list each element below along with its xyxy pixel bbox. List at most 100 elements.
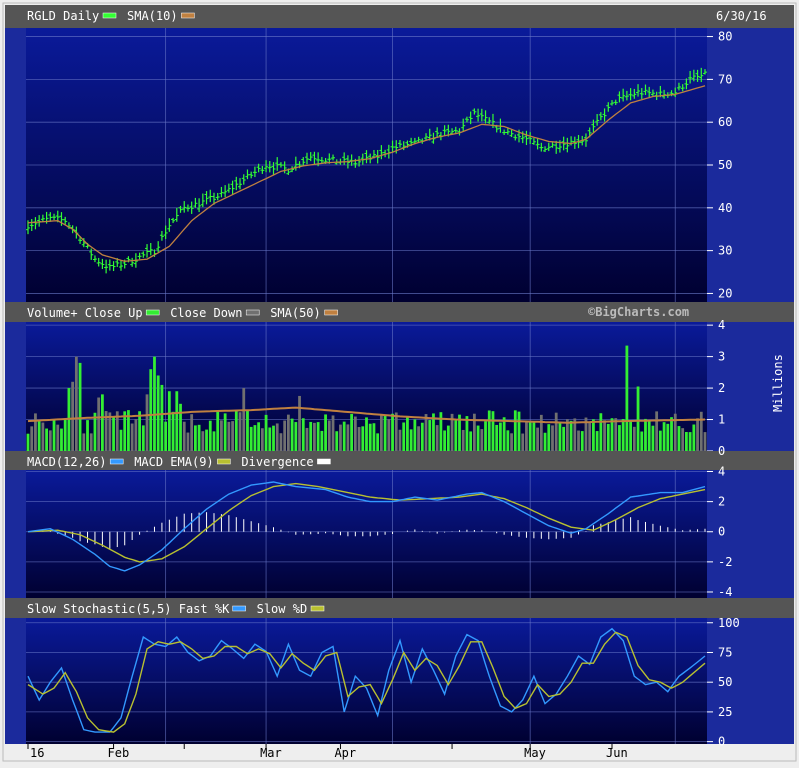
volume-bar-down (30, 426, 34, 451)
volume-bar-down (536, 427, 540, 451)
volume-bar-down (82, 433, 86, 451)
volume-bar-up (502, 417, 506, 451)
legend-swatch (109, 458, 124, 465)
volume-bar-up (257, 422, 261, 451)
volume-bar-up (439, 412, 443, 451)
volume-bar-down (655, 411, 659, 451)
legend-swatch (310, 605, 325, 612)
y-tick-label: 70 (718, 72, 732, 86)
volume-bar-up (458, 414, 461, 451)
plot-area-stoch (26, 618, 707, 744)
y-tick-label: 80 (718, 30, 732, 44)
y-tick-label: 50 (718, 675, 732, 689)
volume-bar-up (670, 417, 673, 451)
volume-bar-up (63, 419, 67, 451)
volume-bar-up (78, 362, 82, 451)
volume-bar-down (696, 418, 699, 451)
volume-bar-down (681, 428, 685, 451)
volume-bar-down (104, 411, 108, 451)
volume-bar-down (298, 395, 301, 451)
volume-bar-up (428, 420, 432, 451)
legend-label: MACD(12,26) (27, 455, 106, 469)
volume-bar-up (361, 426, 365, 451)
volume-bar-down (424, 414, 428, 451)
volume-bar-up (391, 413, 394, 451)
volume-ylabel: Millions (771, 354, 785, 412)
volume-bar-up (432, 413, 435, 451)
volume-bar-up (640, 431, 644, 451)
volume-bar-down (108, 412, 112, 451)
x-tick-label: 16 (30, 746, 44, 760)
volume-bar-up (495, 424, 499, 451)
volume-bar-up (335, 431, 339, 451)
plot-right-margin-macd (707, 470, 794, 598)
volume-bar-up (205, 429, 208, 451)
volume-bar-up (476, 425, 480, 451)
volume-bar-up (629, 421, 632, 451)
legend-label: Divergence (241, 455, 313, 469)
volume-bar-up (290, 418, 294, 451)
volume-bar-down (699, 411, 703, 451)
plot-left-margin-volume (5, 322, 26, 451)
volume-bar-up (193, 425, 197, 451)
volume-bar-up (558, 422, 562, 451)
volume-bar-up (666, 423, 670, 451)
volume-bar-down (510, 433, 513, 451)
y-tick-label: 1 (718, 413, 725, 427)
volume-bar-down (339, 424, 342, 451)
legend-label: RGLD Daily (27, 9, 99, 23)
volume-bar-up (316, 422, 320, 451)
volume-bar-up (625, 345, 629, 451)
y-tick-label: 30 (718, 244, 732, 258)
volume-bar-down (357, 427, 361, 451)
volume-bar-up (469, 431, 473, 451)
y-tick-label: 3 (718, 350, 725, 364)
volume-bar-up (406, 415, 409, 451)
volume-bar-down (34, 413, 37, 451)
volume-bar-up (420, 422, 424, 451)
legend-swatch (232, 605, 246, 612)
volume-bar-down (577, 430, 580, 451)
volume-bar-down (41, 422, 45, 451)
plot-right-margin-price (707, 28, 794, 302)
volume-bar-up (547, 424, 551, 451)
volume-bar-up (569, 420, 573, 451)
volume-bar-up (372, 423, 376, 451)
volume-bar-down (554, 412, 558, 451)
volume-bar-down (231, 421, 234, 451)
legend-label: Close Down (170, 306, 242, 320)
volume-bar-down (539, 414, 543, 451)
volume-bar-down (275, 423, 279, 451)
volume-bar-down (238, 412, 242, 451)
volume-bar-up (127, 410, 130, 451)
volume-bar-up (294, 422, 298, 451)
volume-bar-up (123, 411, 127, 451)
volume-bar-up (342, 421, 346, 451)
volume-bar-up (175, 391, 179, 451)
legend-swatch (181, 12, 195, 19)
y-tick-label: 60 (718, 115, 732, 129)
volume-bar-up (37, 421, 41, 451)
volume-bar-down (573, 418, 577, 451)
volume-sma50-line (27, 406, 706, 424)
volume-bar-down (305, 427, 309, 451)
volume-bar-down (279, 433, 283, 451)
volume-bar-up (595, 431, 599, 451)
fast-k-line (27, 627, 706, 733)
volume-bar-up (592, 419, 595, 451)
volume-bar-down (525, 421, 528, 451)
volume-bar-up (149, 369, 153, 451)
volume-bar-down (673, 413, 677, 451)
y-tick-label: 2 (718, 381, 725, 395)
y-tick-label: 100 (718, 616, 740, 630)
volume-bar-down (220, 420, 223, 451)
volume-bar-up (446, 425, 450, 451)
volume-bar-up (246, 411, 249, 451)
legend-label: Volume+ Close Up (27, 306, 143, 320)
volume-bar-up (208, 420, 212, 451)
volume-bar-down (89, 433, 93, 451)
legend-label: SMA(10) (127, 9, 178, 23)
volume-bar-up (138, 411, 141, 451)
volume-bar-up (216, 410, 220, 451)
marks-layer (26, 67, 707, 733)
